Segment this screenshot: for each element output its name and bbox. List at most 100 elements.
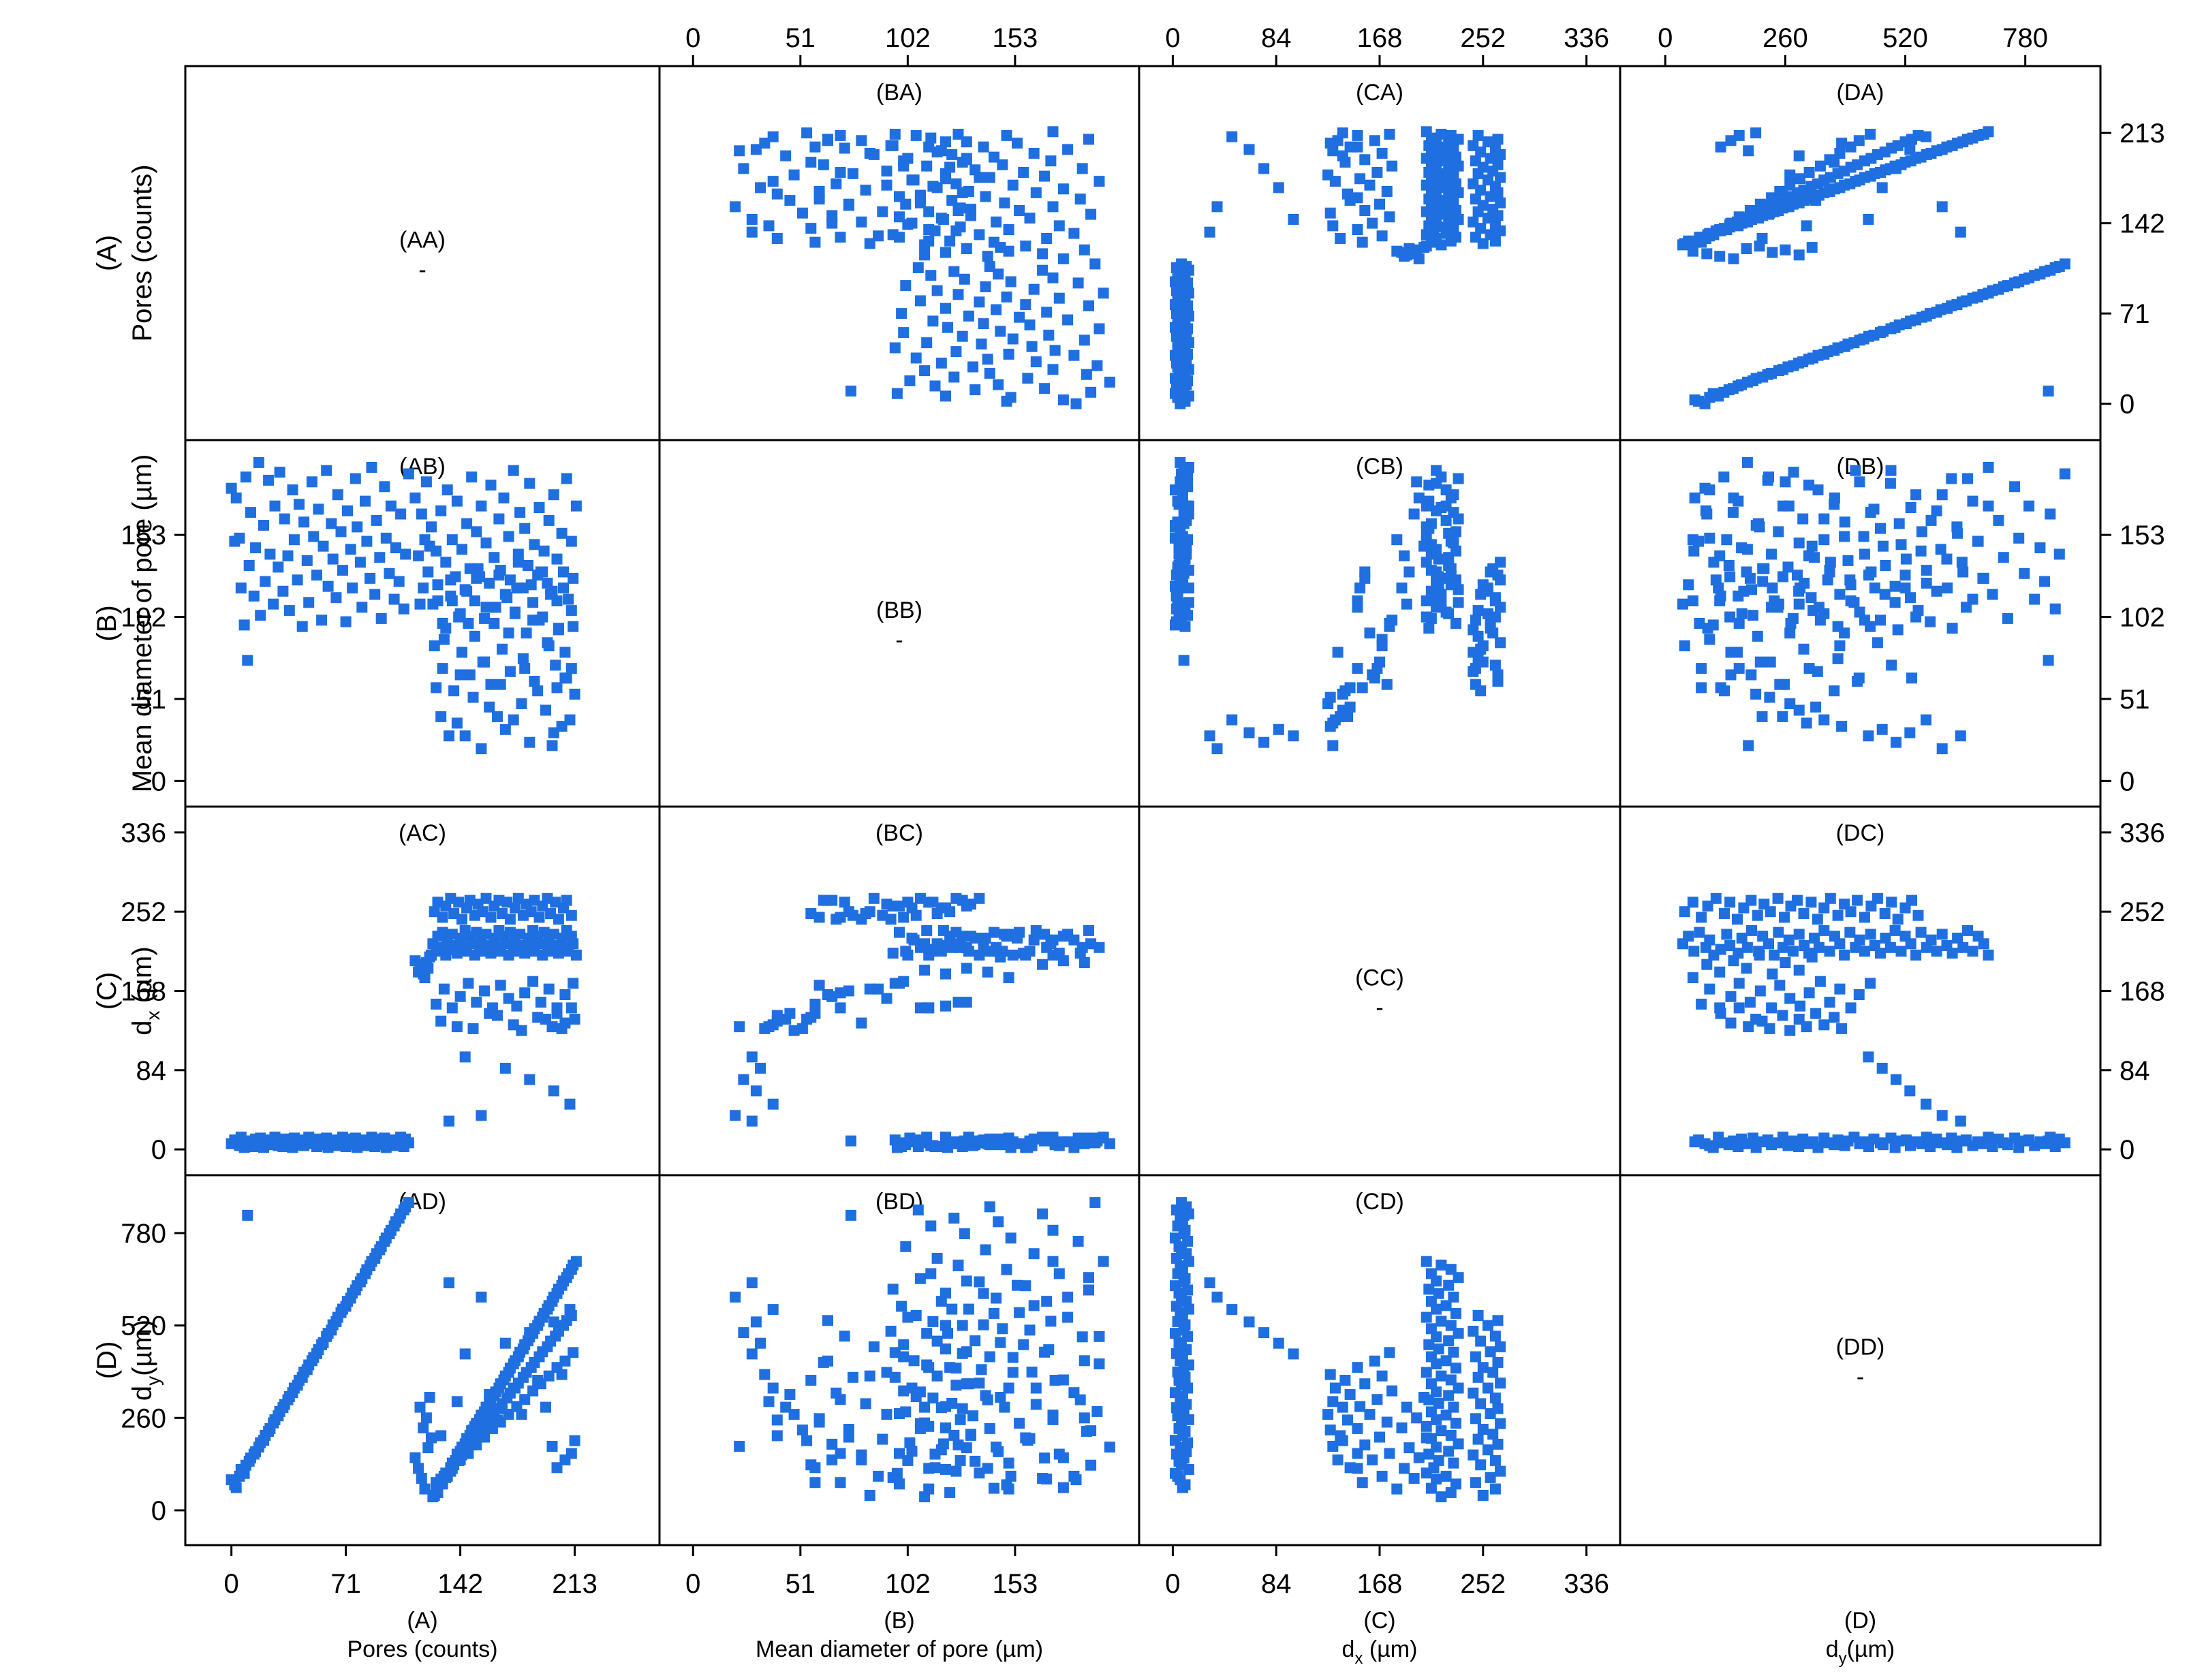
scatter-point <box>508 465 519 476</box>
scatter-point <box>1495 1378 1506 1389</box>
scatter-point <box>1062 929 1074 940</box>
scatter-point <box>511 1000 523 1012</box>
scatter-point <box>835 167 846 178</box>
scatter-point <box>1258 736 1270 748</box>
scatter-point <box>1049 1375 1061 1386</box>
scatter-point <box>1003 348 1014 360</box>
scatter-point <box>1057 183 1069 195</box>
scatter-point <box>1482 136 1493 148</box>
scatter-point <box>327 553 339 565</box>
scatter-point <box>1741 456 1753 468</box>
scatter-point <box>1683 931 1694 942</box>
scatter-point <box>1766 548 1777 560</box>
scatter-point <box>961 942 972 953</box>
scatter-point <box>1921 1098 1931 1110</box>
scatter-point <box>738 1327 749 1339</box>
x-tick-label-top: 0 <box>685 23 700 53</box>
scatter-point <box>1793 150 1805 161</box>
scatter-point <box>974 1467 985 1479</box>
scatter-point <box>432 595 444 606</box>
scatter-point <box>1420 1256 1432 1267</box>
scatter-point <box>1420 126 1432 138</box>
scatter-point <box>1839 627 1850 639</box>
scatter-point <box>746 1051 758 1063</box>
scatter-point <box>997 159 1008 170</box>
panel-ac: (AC) <box>226 820 582 1153</box>
scatter-point <box>931 285 943 296</box>
scatter-point <box>1733 663 1745 674</box>
scatter-point <box>925 270 937 281</box>
scatter-point <box>1085 208 1097 220</box>
scatter-point <box>226 482 237 494</box>
scatter-point <box>1852 895 1863 906</box>
scatter-point <box>1921 578 1932 589</box>
scatter-point <box>984 261 995 273</box>
scatter-point <box>1797 513 1809 525</box>
scatter-point <box>1748 610 1758 621</box>
scatter-point <box>940 1343 951 1355</box>
scatter-point <box>2059 1137 2070 1149</box>
scatter-point <box>1485 153 1496 164</box>
scatter-point <box>923 206 935 217</box>
scatter-point <box>565 605 577 617</box>
scatter-point <box>1829 1012 1840 1023</box>
scatter-point <box>925 1268 937 1279</box>
scatter-point <box>1814 976 1826 987</box>
scatter-point <box>1085 938 1097 950</box>
scatter-point <box>1327 740 1339 751</box>
scatter-point <box>253 456 264 468</box>
scatter-point <box>311 570 322 581</box>
scatter-point <box>484 578 495 589</box>
scatter-point <box>1921 1132 1932 1143</box>
x-tick-label-top: 780 <box>2002 23 2048 53</box>
scatter-point <box>1418 242 1430 253</box>
scatter-point <box>1765 906 1776 918</box>
scatter-point <box>501 592 513 604</box>
scatter-point <box>881 166 892 177</box>
x-tick-label-bottom: 336 <box>1564 1569 1609 1599</box>
scatter-point <box>1879 908 1891 919</box>
scatter-point <box>1475 1335 1487 1347</box>
scatter-point <box>1485 618 1496 629</box>
scatter-point <box>258 520 269 531</box>
scatter-point <box>459 730 471 742</box>
x-tick-label-bottom: 153 <box>993 1569 1038 1599</box>
scatter-point <box>755 182 766 193</box>
scatter-point <box>1327 1441 1339 1452</box>
scatter-point <box>784 195 796 206</box>
scatter-point <box>1946 948 1958 959</box>
scatter-point <box>969 384 981 396</box>
scatter-point <box>734 1021 745 1033</box>
scatter-point <box>1714 966 1726 978</box>
scatter-point <box>1477 1490 1489 1501</box>
scatter-point <box>1007 1352 1019 1363</box>
scatter-point <box>940 1401 951 1412</box>
scatter-point <box>1085 1425 1097 1437</box>
scatter-point <box>375 612 387 624</box>
scatter-point <box>488 618 500 629</box>
scatter-point <box>1173 1337 1185 1348</box>
scatter-point <box>952 129 964 140</box>
scatter-point <box>1356 1477 1368 1489</box>
scatter-point <box>451 495 463 507</box>
y-axis-label-b: (B) <box>92 605 122 641</box>
scatter-point <box>759 1023 771 1034</box>
scatter-point <box>1470 615 1481 626</box>
scatter-point <box>546 1441 558 1452</box>
scatter-point <box>420 1412 432 1424</box>
scatter-point <box>1364 627 1376 639</box>
panel-dd: (DD)- <box>1836 1335 1885 1390</box>
scatter-point <box>1893 518 1905 529</box>
scatter-point <box>843 198 854 210</box>
scatter-point <box>984 1422 995 1434</box>
scatter-point <box>1741 566 1752 578</box>
y-tick-label-right: 0 <box>2120 766 2134 796</box>
scatter-point <box>1047 1256 1059 1267</box>
scatter-point <box>730 1110 741 1121</box>
scatter-point <box>1788 467 1799 478</box>
scatter-point <box>873 983 884 995</box>
scatter-point <box>1425 593 1437 605</box>
scatter-point <box>835 1002 846 1014</box>
scatter-point <box>908 934 920 946</box>
scatter-point <box>463 978 474 989</box>
